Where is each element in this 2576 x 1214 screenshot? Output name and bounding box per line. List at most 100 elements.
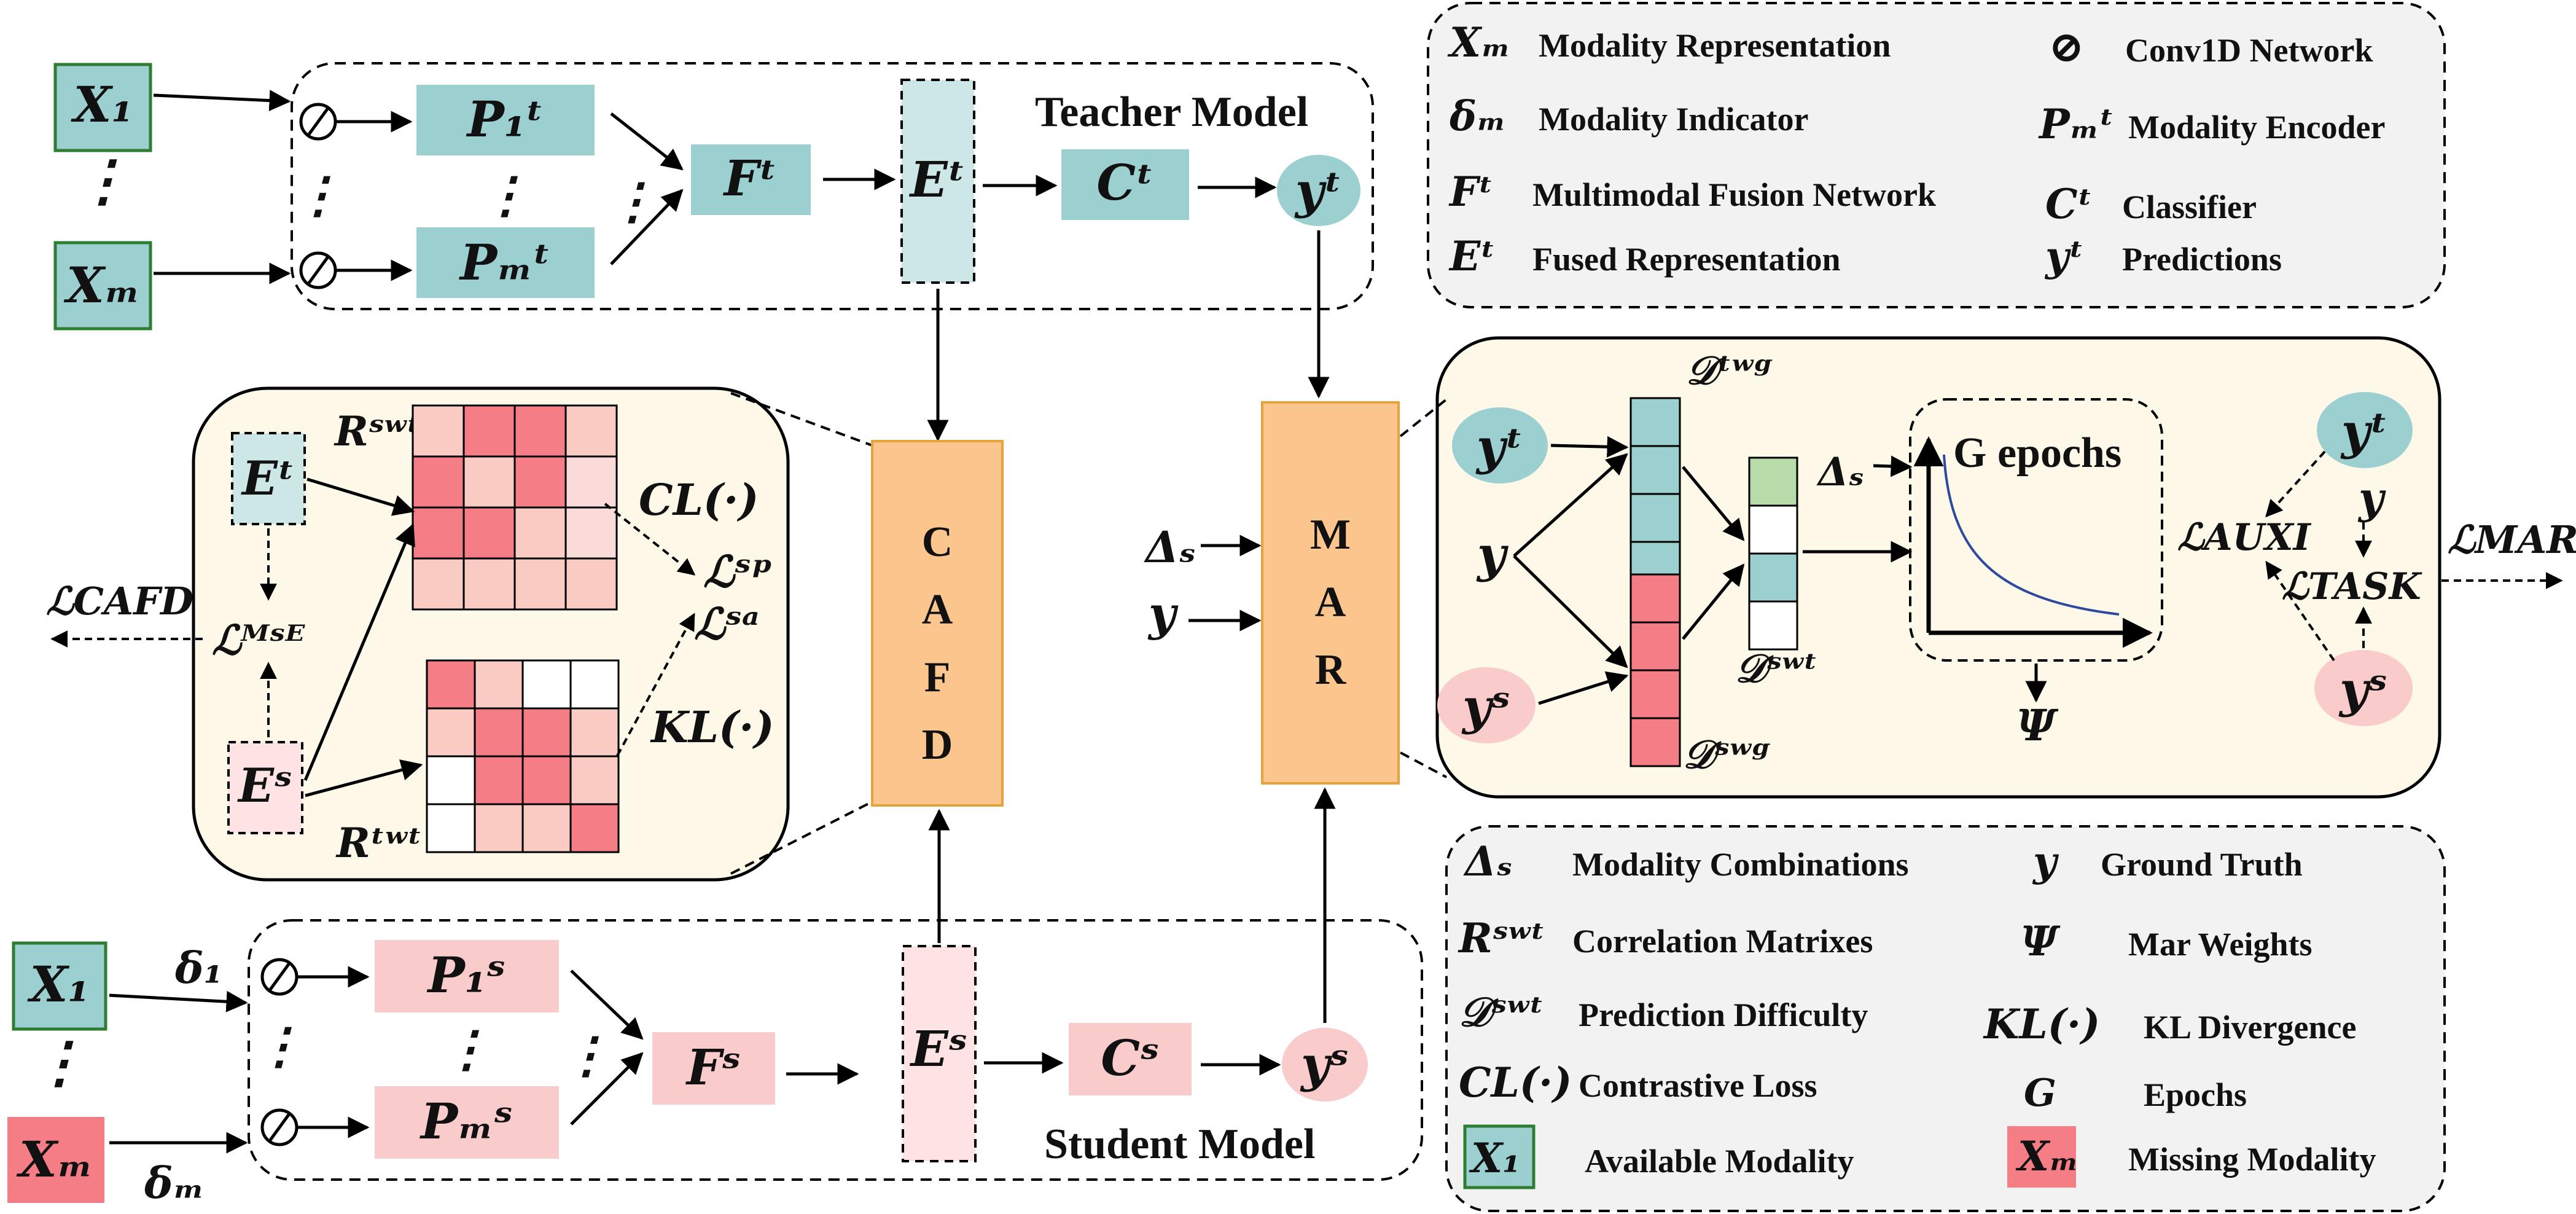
mar-detail-panel bbox=[1435, 336, 2441, 799]
teacher-input-xm-label: Xₘ bbox=[63, 256, 140, 314]
matrix-cell bbox=[426, 659, 476, 710]
legend-text: Mar Weights bbox=[2128, 926, 2313, 963]
student-inputs-ellipsis: ⋮ bbox=[32, 1030, 87, 1095]
student-conv1d-icon-1 bbox=[260, 958, 299, 996]
teacher-input-xm bbox=[53, 241, 152, 331]
teacher-fused-representation bbox=[900, 79, 975, 284]
legend-symbol: yᵗ bbox=[2044, 232, 2084, 280]
mar-d-sg-label: 𝒟ˢʷᵍ bbox=[1683, 732, 1771, 778]
mar-delta-s: Δₛ bbox=[1816, 449, 1864, 495]
cafd-rtt-label: Rᵗʷᵗ bbox=[335, 819, 423, 867]
difficulty-teacher-stack bbox=[1630, 397, 1681, 591]
legend-text: Prediction Difficulty bbox=[1579, 997, 1868, 1033]
student-prediction bbox=[1282, 1028, 1368, 1102]
matrix-cell bbox=[521, 755, 572, 805]
matrix-cell bbox=[474, 659, 524, 710]
cafd-kl-label: KL(·) bbox=[650, 702, 775, 753]
teacher-conv-ellipsis: ⋮ bbox=[294, 166, 343, 224]
difficulty-combined-stack bbox=[1748, 456, 1798, 651]
matrix-cell bbox=[412, 506, 465, 560]
student-prediction-label: yˢ bbox=[1300, 1035, 1349, 1093]
matrix-cell bbox=[474, 803, 524, 853]
student-input-xm-label: Xₘ bbox=[16, 1130, 93, 1188]
teacher-input-x1-label: X₁ bbox=[70, 76, 133, 133]
legend-text: Modality Combinations bbox=[1572, 846, 1909, 883]
student-classifier bbox=[1069, 1023, 1192, 1095]
student-fused-label: Eˢ bbox=[910, 1020, 968, 1078]
legend-bottom-panel bbox=[1445, 825, 2446, 1212]
teacher-fusion-ellipsis: ⋮ bbox=[608, 172, 657, 230]
legend-text: Correlation Matrixes bbox=[1572, 923, 1873, 960]
matrix-cell bbox=[412, 404, 465, 458]
matrix-cell bbox=[569, 803, 620, 853]
matrix-cell bbox=[513, 506, 567, 560]
legend-symbol: Eᵗ bbox=[1448, 232, 1496, 280]
legend-symbol: Δₛ bbox=[1463, 837, 1512, 885]
legend-text: Epochs bbox=[2144, 1076, 2247, 1113]
matrix-cell bbox=[564, 404, 618, 458]
difficulty-cell bbox=[1630, 621, 1681, 672]
mar-loss-task: ℒTASK bbox=[2282, 565, 2422, 608]
cafd-block bbox=[871, 440, 1004, 807]
student-conv-ellipsis: ⋮ bbox=[255, 1017, 304, 1075]
matrix-cell bbox=[426, 803, 476, 853]
matrix-cell bbox=[426, 707, 476, 758]
legend-text: Classifier bbox=[2122, 189, 2257, 225]
cafd-teacher-embedding bbox=[231, 432, 306, 525]
legend-symbol: KL(·) bbox=[1983, 1000, 2100, 1048]
student-model-frame bbox=[248, 919, 1423, 1181]
g-epochs-frame bbox=[1909, 398, 2163, 662]
legend-top-items: Xₘ Modality Representation δₘ Modality Indi… bbox=[1447, 18, 2385, 280]
matrix-cell bbox=[564, 455, 618, 509]
legend-symbol: Ψ bbox=[2021, 917, 2061, 965]
matrix-cell bbox=[463, 557, 516, 611]
mar-loss-auxi: ℒAUXI bbox=[2177, 516, 2312, 559]
matrix-cell bbox=[513, 404, 567, 458]
matrix-cell bbox=[521, 707, 572, 758]
difficulty-cell bbox=[1748, 456, 1798, 507]
matrix-cell bbox=[513, 455, 567, 509]
student-fusion-label: Fˢ bbox=[685, 1038, 741, 1096]
teacher-encoder-1-label: P₁ᵗ bbox=[466, 90, 544, 148]
teacher-model-frame bbox=[291, 62, 1374, 310]
mar-d-tg-label: 𝒟ᵗʷᵍ bbox=[1686, 348, 1773, 394]
student-encoder-1-label: P₁ˢ bbox=[427, 946, 506, 1004]
correlation-matrix-rtt bbox=[426, 659, 620, 853]
difficulty-cell bbox=[1748, 600, 1798, 651]
matrix-cell bbox=[474, 755, 524, 805]
mar-ground-truth: y bbox=[1476, 525, 1509, 583]
teacher-classifier bbox=[1061, 149, 1189, 220]
loss-curve-plot bbox=[1913, 436, 2153, 648]
teacher-encoder-ellipsis: ⋮ bbox=[481, 166, 530, 224]
cafd-letter: F bbox=[924, 654, 951, 701]
mar-weights-psi: Ψ bbox=[2016, 700, 2059, 751]
cafd-letter: A bbox=[922, 586, 953, 633]
student-delta-1: δ₁ bbox=[174, 942, 222, 993]
mar-letter: R bbox=[1315, 646, 1347, 694]
mar-input-delta: Δₛ bbox=[1144, 522, 1196, 573]
legend-text: Predictions bbox=[2122, 241, 2282, 278]
teacher-model-title: Teacher Model bbox=[1035, 88, 1308, 136]
matrix-cell bbox=[564, 506, 618, 560]
legend-text: Ground Truth bbox=[2101, 846, 2303, 883]
matrix-cell bbox=[463, 506, 516, 560]
difficulty-cell bbox=[1630, 493, 1681, 543]
student-encoder-m bbox=[375, 1086, 559, 1159]
legend-missing-swatch bbox=[2007, 1126, 2076, 1188]
matrix-cell bbox=[521, 659, 572, 710]
legend-symbol: X₁ bbox=[1469, 1134, 1520, 1182]
student-input-xm bbox=[7, 1117, 104, 1203]
legend-text: Contrastive Loss bbox=[1579, 1067, 1817, 1104]
mar-student-pred bbox=[1437, 667, 1536, 743]
legend-symbol: y bbox=[2032, 837, 2059, 885]
mar-letter: A bbox=[1315, 579, 1346, 626]
legend-symbol: Fᵗ bbox=[1448, 168, 1493, 216]
legend-available-swatch bbox=[1463, 1124, 1536, 1189]
difficulty-cell bbox=[1748, 552, 1798, 603]
cafd-letter: D bbox=[922, 721, 953, 769]
teacher-fusion-label: Fᵗ bbox=[723, 149, 777, 207]
teacher-encoder-m-label: Pₘᵗ bbox=[459, 233, 551, 291]
cafd-loss-sa: ℒˢᵃ bbox=[694, 598, 760, 649]
student-encoder-m-label: Pₘˢ bbox=[420, 1092, 513, 1150]
legend-text: Fused Representation bbox=[1532, 241, 1841, 278]
